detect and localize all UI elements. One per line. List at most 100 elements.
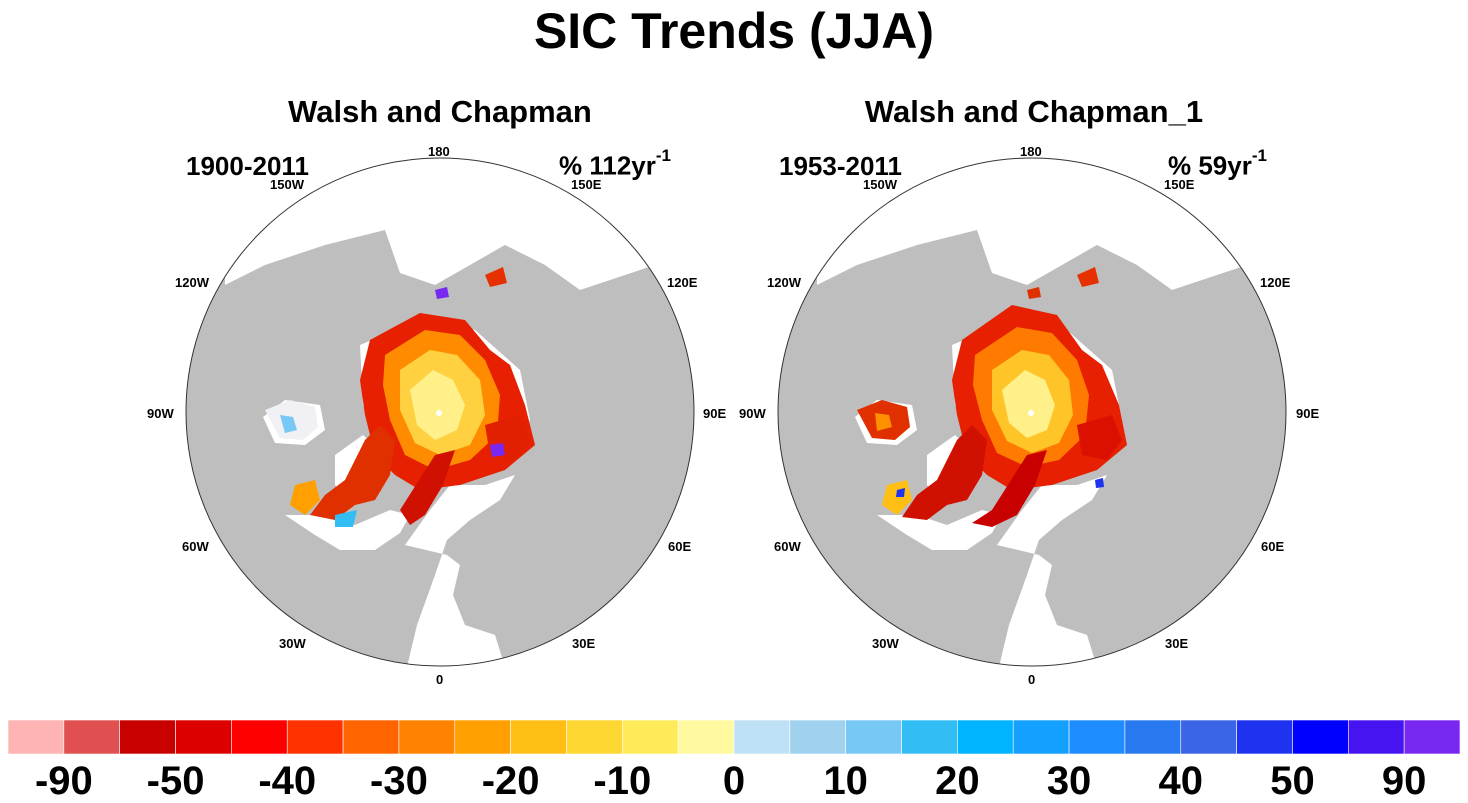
sic-trend-bering [1077, 267, 1099, 287]
lon-label-120w: 120W [767, 275, 801, 290]
colorbar-tick-label: -40 [258, 759, 316, 803]
map-boundary [185, 157, 695, 667]
colorbar-box [901, 719, 958, 755]
panel-left-polar-map [185, 157, 695, 667]
lon-label-60e: 60E [1261, 539, 1285, 554]
colorbar-box [1012, 719, 1070, 755]
sic-trend-hudson-blue [280, 415, 297, 433]
colorbar-box [510, 719, 567, 755]
colorbar-labels: -90 -50 -40 -30 -20 -10 0 10 20 30 40 50 90 [35, 759, 1426, 803]
lon-label-150e: 150E [571, 177, 602, 192]
colorbar-box [1068, 719, 1126, 755]
lon-label-150w: 150W [270, 177, 304, 192]
panel-right-polar-map [777, 157, 1287, 667]
colorbar-box [7, 719, 65, 755]
lon-label-30e: 30E [572, 636, 596, 651]
sic-trend-baffin [902, 425, 987, 520]
colorbar-box [454, 719, 511, 755]
colorbar-tick-label: -10 [593, 759, 651, 803]
colorbar-box [63, 719, 120, 755]
atlantic-ocean [997, 475, 1107, 666]
colorbar-tick-label: -90 [35, 759, 93, 803]
lon-label-30w: 30W [279, 636, 306, 651]
sic-trend-barents [1077, 415, 1122, 460]
colorbar-box [845, 719, 902, 755]
sic-trend-baffin [310, 425, 395, 520]
figure-title: SIC Trends (JJA) [533, 3, 935, 59]
sic-trend-arctic-paleyellow [1002, 370, 1055, 438]
north-pole-marker [1028, 410, 1034, 416]
colorbar-tick-label: 30 [1047, 759, 1092, 803]
pacific-ocean [225, 158, 655, 290]
colorbar-box [175, 719, 232, 755]
colorbar-box [1180, 719, 1237, 755]
sic-trend-barents-violet [490, 443, 505, 457]
colorbar-box [1348, 719, 1405, 755]
colorbar-box [398, 719, 456, 755]
sic-trend-labrador-blue [335, 510, 357, 527]
colorbar-box [622, 719, 679, 755]
sic-trend-bering [485, 267, 507, 287]
panel-left-rate: % 112yr-1 [559, 146, 671, 181]
lon-label-90w: 90W [739, 406, 766, 421]
colorbar-tick-label: 90 [1382, 759, 1427, 803]
lon-label-120e: 120E [1260, 275, 1291, 290]
colorbar-box [566, 719, 623, 755]
lon-label-150w: 150W [863, 177, 897, 192]
colorbar-box [1292, 719, 1349, 755]
colorbar-tick-label: 0 [723, 759, 745, 803]
north-atlantic-west [877, 510, 1002, 550]
lon-label-120w: 120W [175, 275, 209, 290]
colorbar-box [1403, 719, 1461, 755]
colorbar-boxes [7, 719, 1461, 755]
colorbar: -90 -50 -40 -30 -20 -10 0 10 20 30 40 50 90 [7, 719, 1461, 803]
colorbar-tick-label: -50 [147, 759, 205, 803]
lon-label-90e: 90E [1296, 406, 1320, 421]
lon-label-120e: 120E [667, 275, 698, 290]
colorbar-box [119, 719, 176, 755]
sic-trend-greenland-sea [972, 450, 1047, 527]
lon-label-180: 180 [1020, 144, 1042, 159]
sic-trend-greenland-sea [400, 450, 455, 525]
atlantic-ocean [405, 475, 515, 666]
sic-trend-hudson-orange [875, 413, 892, 431]
sic-trend-labrador-blue [896, 488, 905, 497]
panel-right-title: Walsh and Chapman_1 [864, 94, 1204, 129]
pacific-ocean [817, 158, 1247, 290]
panel-left-title: Walsh and Chapman [288, 94, 592, 129]
sic-trend-labrador [290, 480, 320, 515]
colorbar-box [231, 719, 288, 755]
colorbar-box [789, 719, 846, 755]
lon-label-150e: 150E [1164, 177, 1195, 192]
lon-label-60e: 60E [668, 539, 692, 554]
colorbar-box [1236, 719, 1293, 755]
colorbar-tick-label: 50 [1270, 759, 1315, 803]
lon-label-0: 0 [436, 672, 444, 687]
panel-right-period: 1953-2011 [779, 151, 902, 181]
sic-trend-chukchi [1027, 287, 1041, 299]
panel-left-period: 1900-2011 [186, 151, 309, 181]
colorbar-box [677, 719, 735, 755]
colorbar-box [957, 719, 1014, 755]
lon-label-180: 180 [428, 144, 450, 159]
colorbar-tick-label: 40 [1159, 759, 1204, 803]
colorbar-box [342, 719, 400, 755]
lon-label-30w: 30W [872, 636, 899, 651]
colorbar-tick-label: -20 [482, 759, 540, 803]
lon-label-60w: 60W [182, 539, 209, 554]
sic-trend-barents-blue [1095, 478, 1104, 488]
lon-label-90e: 90E [703, 406, 727, 421]
lon-label-90w: 90W [147, 406, 174, 421]
north-atlantic-west [285, 510, 410, 550]
colorbar-tick-label: -30 [370, 759, 428, 803]
colorbar-tick-label: 20 [935, 759, 980, 803]
sic-trend-arctic-paleyellow [410, 370, 465, 440]
map-boundary [777, 157, 1287, 667]
colorbar-box [286, 719, 344, 755]
colorbar-tick-label: 10 [823, 759, 868, 803]
colorbar-box [1124, 719, 1182, 755]
lon-label-0: 0 [1028, 672, 1036, 687]
colorbar-box [733, 719, 791, 755]
lon-label-60w: 60W [774, 539, 801, 554]
panel-right-rate: % 59yr-1 [1168, 146, 1267, 181]
